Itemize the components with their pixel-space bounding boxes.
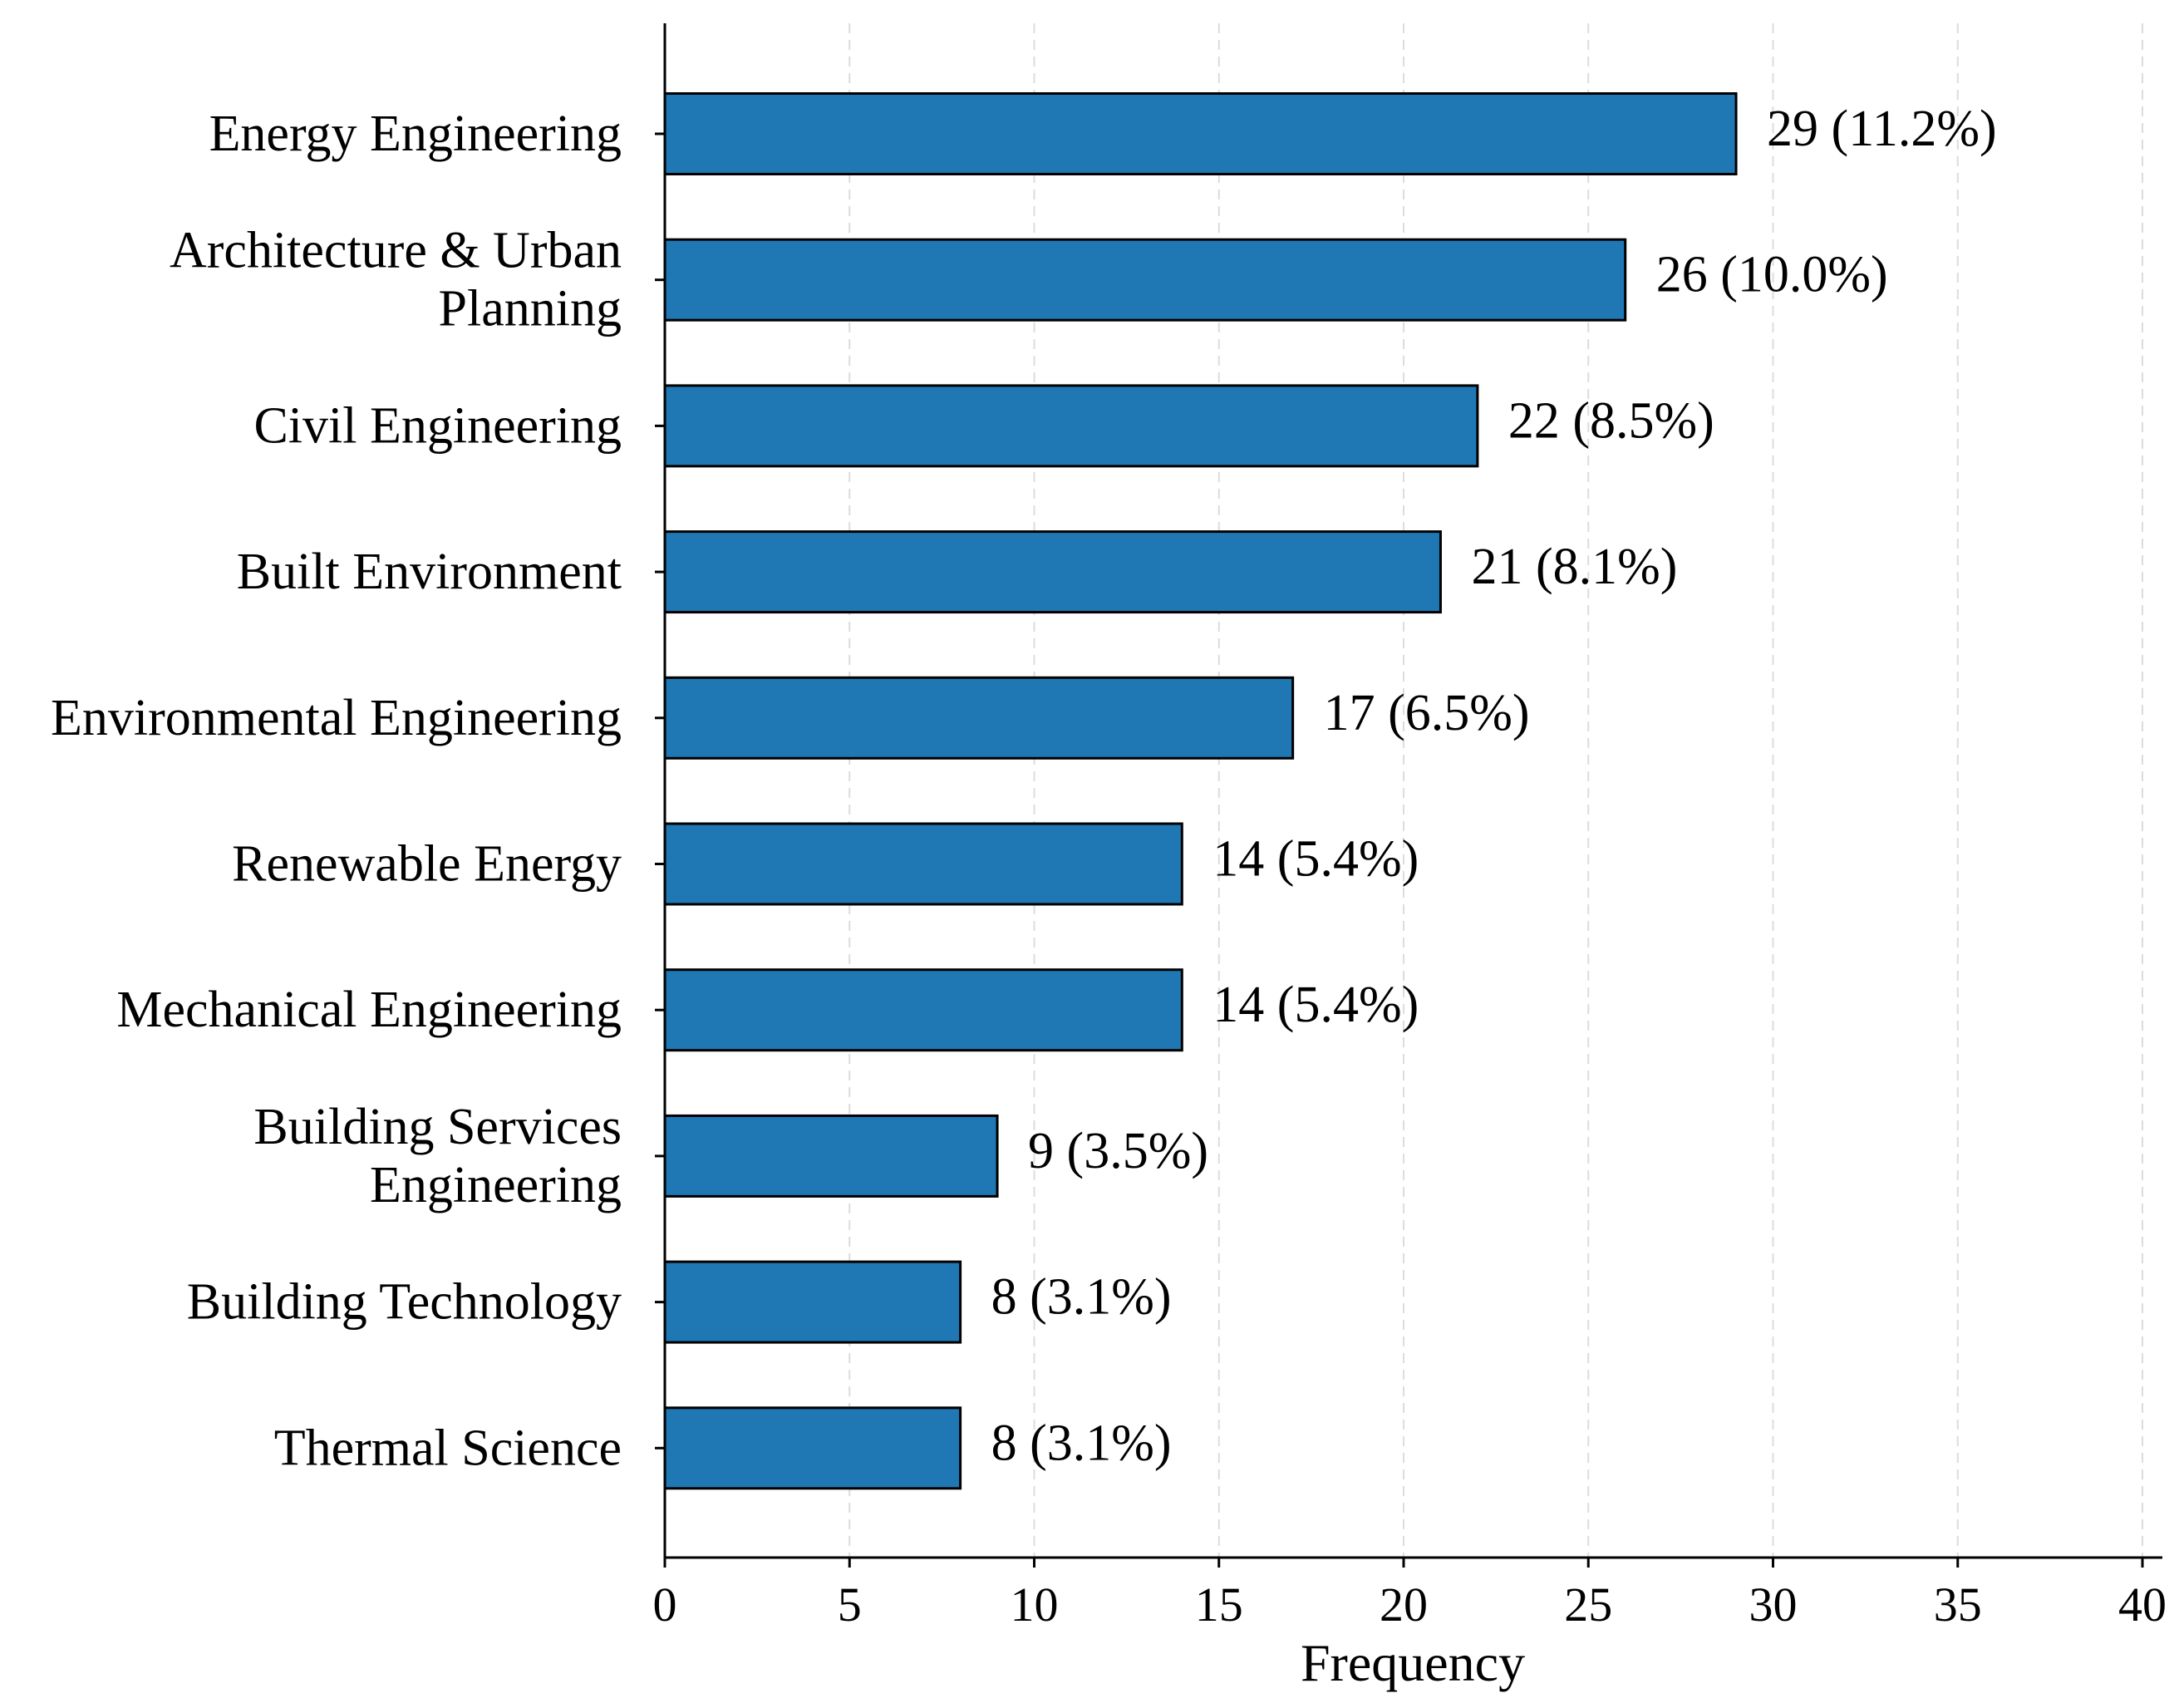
x-axis-label: Frequency [1301,1633,1525,1692]
category-label: Architecture & Urban [170,223,622,279]
category-label: Building Technology [187,1274,622,1331]
value-label: 26 (10.0%) [1656,247,1888,303]
category-label: Renewable Energy [232,836,622,893]
category-label: Planning [439,281,622,337]
x-tick-label: 0 [653,1578,677,1632]
bar [663,1406,962,1490]
data-labels: 29 (11.2%) 26 (10.0%) 22 (8.5%) 21 (8.1%) 17… [991,101,1997,1471]
bar [663,1114,999,1198]
bar [663,676,1295,760]
x-tick-label: 15 [1195,1578,1243,1632]
bar [663,822,1183,906]
x-tick-label: 30 [1749,1578,1798,1632]
category-label: Building Services [253,1099,622,1155]
bar [663,530,1442,614]
bar [663,384,1479,468]
x-tick-label: 5 [838,1578,862,1632]
category-label: Civil Engineering [253,397,622,454]
y-tick-labels: Energy Engineering Architecture & UrbanPl… [51,106,665,1476]
x-tick-label: 20 [1380,1578,1428,1632]
value-label: 21 (8.1%) [1471,539,1677,595]
x-ticks: 0 5 10 15 20 25 30 35 40 [653,1558,2167,1632]
bar [663,968,1183,1052]
x-tick-label: 40 [2118,1578,2167,1632]
x-tick-label: 25 [1564,1578,1612,1632]
value-label: 14 (5.4%) [1212,831,1419,888]
value-label: 9 (3.5%) [1028,1123,1208,1179]
x-tick-label: 10 [1011,1578,1059,1632]
value-label: 8 (3.1%) [991,1269,1172,1326]
value-label: 29 (11.2%) [1767,101,1997,157]
value-label: 22 (8.5%) [1508,392,1714,449]
x-tick-label: 35 [1934,1578,1982,1632]
value-label: 17 (6.5%) [1324,685,1530,741]
bar [663,1260,962,1344]
category-label: Mechanical Engineering [116,982,622,1038]
value-label: 14 (5.4%) [1212,977,1419,1033]
category-label: Thermal Science [274,1420,622,1476]
category-label: Engineering [370,1157,622,1213]
category-label: Built Environment [237,544,622,600]
bar [663,92,1738,175]
value-label: 8 (3.1%) [991,1415,1172,1471]
bar [663,238,1627,322]
category-label: Energy Engineering [209,106,622,162]
category-label: Environmental Engineering [51,690,622,746]
bars [663,92,1738,1490]
